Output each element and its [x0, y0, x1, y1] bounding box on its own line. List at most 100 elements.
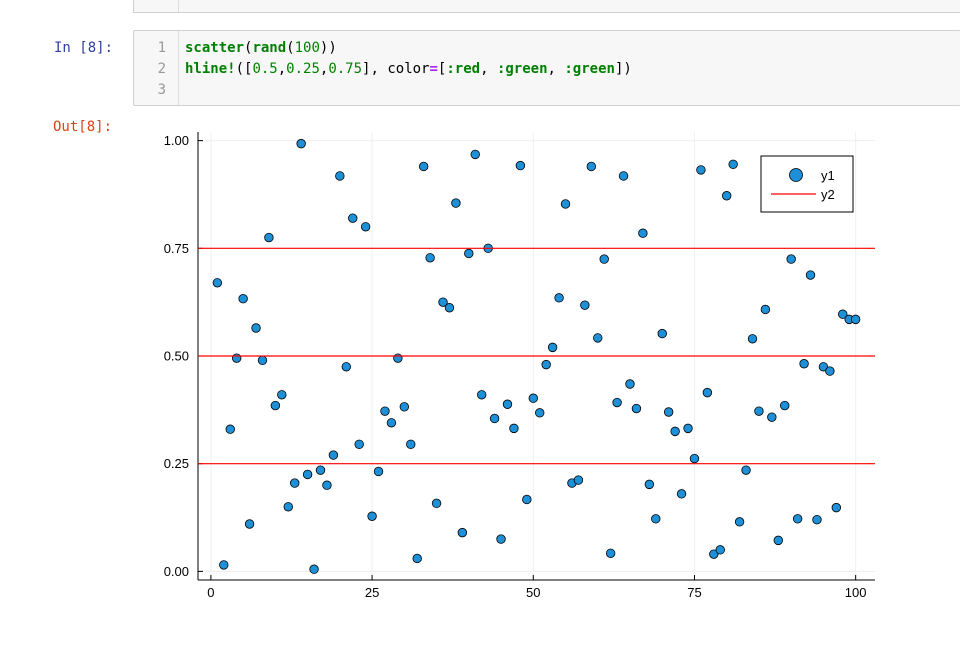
- data-point: [605, 548, 616, 558]
- data-point: [560, 199, 571, 209]
- code-number: 100: [294, 40, 320, 56]
- data-point: [599, 254, 609, 264]
- data-point: [231, 353, 242, 363]
- code-symbol: :green: [564, 61, 615, 77]
- y-tick-label: 1.00: [164, 133, 189, 148]
- data-point: [515, 160, 526, 171]
- data-point: [418, 161, 429, 172]
- data-point: [644, 479, 655, 490]
- data-point: [335, 171, 345, 181]
- data-point: [470, 149, 480, 160]
- data-point: [831, 502, 842, 513]
- code-line-2[interactable]: hline!([0.5,0.25,0.75], color=[:red, :gr…: [185, 61, 632, 77]
- data-point: [780, 400, 790, 411]
- code-operator: =: [429, 61, 438, 77]
- line-number: 3: [157, 82, 166, 98]
- data-point: [631, 403, 642, 414]
- data-point: [586, 161, 597, 172]
- data-point: [651, 514, 661, 524]
- data-point: [464, 248, 474, 259]
- data-point: [225, 424, 235, 434]
- data-point: [773, 535, 783, 546]
- data-point: [322, 480, 332, 490]
- code-punct: ,: [480, 61, 497, 77]
- data-point: [270, 400, 281, 411]
- line-number-gutter: 1 2 3: [134, 31, 179, 105]
- data-point: [360, 222, 371, 232]
- data-point: [760, 304, 771, 315]
- data-point: [489, 413, 500, 424]
- data-point: [734, 517, 745, 527]
- y-tick-label: 0.75: [164, 241, 189, 256]
- y-tick-label: 0.25: [164, 456, 189, 471]
- data-point: [328, 450, 339, 460]
- data-point: [676, 489, 687, 499]
- code-punct: [: [437, 61, 447, 77]
- data-point: [638, 228, 648, 238]
- data-point: [438, 297, 448, 307]
- data-point: [367, 511, 377, 521]
- data-point: [277, 390, 287, 400]
- data-point: [380, 406, 390, 416]
- data-point: [593, 333, 603, 343]
- data-point: [786, 254, 796, 264]
- data-point: [315, 465, 326, 475]
- data-point: [728, 159, 738, 170]
- legend-label-y2: y2: [821, 187, 835, 202]
- data-point: [354, 439, 364, 450]
- data-point: [425, 253, 435, 263]
- data-point: [850, 314, 861, 325]
- data-point: [741, 465, 751, 475]
- x-tick-label: 75: [687, 585, 701, 600]
- code-line-1[interactable]: scatter(rand(100)): [185, 40, 337, 56]
- data-point: [302, 469, 313, 480]
- code-number: 0.25: [286, 61, 320, 77]
- data-point: [722, 191, 732, 201]
- data-point: [257, 355, 268, 366]
- data-point: [412, 553, 422, 564]
- y-tick-label: 0.00: [164, 564, 189, 579]
- input-prompt: In [8]:: [54, 40, 114, 56]
- data-point: [386, 418, 397, 428]
- code-function: rand: [252, 40, 287, 56]
- code-punct: ([: [235, 61, 253, 77]
- data-point: [283, 502, 293, 512]
- data-point: [838, 309, 848, 319]
- previous-cell[interactable]: [133, 0, 960, 13]
- previous-cell-gutter: [134, 0, 179, 12]
- data-point: [296, 138, 306, 149]
- data-point: [612, 397, 622, 408]
- code-symbol: :red: [446, 61, 481, 77]
- line-number: 2: [157, 61, 166, 77]
- code-punct: (: [244, 40, 253, 56]
- data-point: [683, 423, 693, 434]
- data-point: [747, 334, 758, 344]
- output-prompt: Out[8]:: [53, 119, 113, 135]
- data-point: [444, 303, 455, 313]
- data-point: [825, 366, 835, 376]
- legend-box: [760, 155, 854, 213]
- data-point: [509, 423, 519, 434]
- data-point: [573, 475, 584, 485]
- data-point: [696, 165, 706, 175]
- data-point: [264, 232, 274, 243]
- data-point: [309, 564, 319, 574]
- data-point: [244, 519, 255, 529]
- legend-marker-y1: [789, 168, 803, 182]
- data-point: [547, 342, 558, 353]
- data-point: [348, 213, 358, 223]
- code-cell[interactable]: 1 2 3 scatter(rand(100)) hline!([0.5,0.2…: [133, 30, 960, 106]
- data-point: [818, 362, 829, 372]
- data-point: [238, 294, 248, 304]
- code-punct: ,: [547, 61, 565, 77]
- data-point: [670, 426, 680, 437]
- data-point: [554, 293, 564, 303]
- data-point: [528, 393, 538, 403]
- code-symbol: :green: [496, 61, 548, 77]
- data-point: [393, 353, 403, 363]
- data-point: [219, 560, 229, 570]
- data-point: [657, 328, 667, 339]
- legend-label-y1: y1: [821, 168, 835, 183]
- code-punct: ], color: [362, 61, 430, 77]
- data-point: [715, 545, 725, 555]
